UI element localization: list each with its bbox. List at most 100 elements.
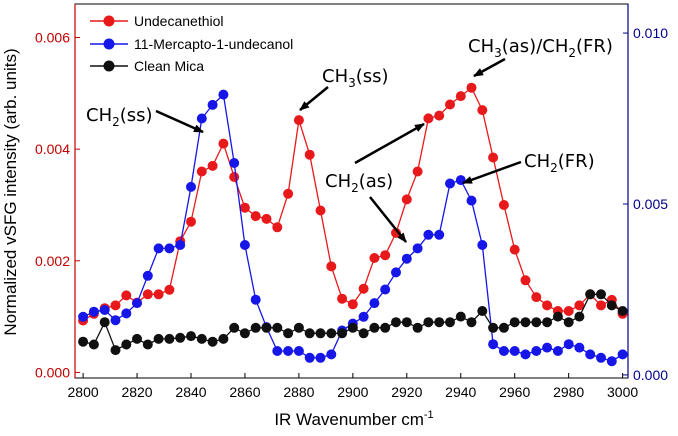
y-right-tick-label: 0.005: [633, 196, 668, 212]
data-point: [121, 339, 132, 350]
data-point: [304, 328, 315, 339]
data-point: [563, 306, 574, 316]
data-point: [99, 305, 110, 315]
data-point: [596, 289, 606, 300]
annotation-arrow: [473, 57, 506, 78]
data-point: [563, 317, 574, 328]
data-point: [596, 300, 606, 311]
legend-marker: [103, 15, 115, 27]
data-point: [110, 345, 121, 356]
data-point: [304, 149, 315, 160]
x-tick-label: 2880: [283, 384, 314, 400]
data-point: [520, 349, 531, 360]
data-point: [617, 306, 628, 316]
data-point: [509, 244, 520, 255]
data-point: [466, 195, 477, 206]
data-point: [337, 328, 348, 339]
data-point: [186, 331, 196, 342]
y-tick-label: 0.004: [35, 141, 70, 157]
data-point: [175, 332, 186, 343]
data-point: [434, 317, 445, 328]
data-point: [498, 200, 509, 210]
data-point: [315, 328, 326, 339]
data-point: [412, 322, 423, 333]
data-point: [542, 342, 553, 353]
data-point: [186, 181, 196, 192]
y-tick-label: 0.002: [35, 253, 70, 269]
series-layer: [78, 82, 628, 367]
data-point: [196, 166, 207, 177]
data-point: [142, 289, 153, 300]
data-point: [78, 311, 89, 322]
data-point: [283, 188, 294, 199]
data-point: [585, 349, 596, 360]
data-point: [423, 317, 434, 328]
data-point: [207, 336, 218, 347]
data-point: [186, 216, 196, 227]
svg-text:CH2(ss): CH2(ss): [86, 105, 153, 129]
data-point: [412, 243, 423, 254]
data-point: [531, 317, 542, 328]
series-line: [82, 86, 624, 322]
legend-entry-clean-mica: Clean Mica: [90, 58, 204, 74]
data-point: [347, 322, 358, 333]
data-point: [121, 290, 132, 301]
data-point: [498, 322, 509, 333]
data-point: [207, 99, 218, 110]
x-tick-label: 2840: [175, 384, 206, 400]
data-point: [531, 346, 542, 356]
data-point: [380, 322, 391, 333]
legend-entry-mercapto-undecanol: 11-Mercapto-1-undecanol: [90, 36, 293, 52]
data-point: [617, 349, 628, 360]
x-tick-label: 2920: [391, 384, 422, 400]
y-right-tick-label: 0.000: [633, 367, 668, 383]
data-point: [488, 339, 499, 350]
data-point: [153, 289, 164, 300]
annotation-arrow: [462, 160, 522, 185]
data-point: [218, 138, 229, 149]
data-point: [401, 194, 412, 205]
annotation-arrow: [369, 196, 407, 243]
data-point: [542, 300, 553, 311]
annotation-ch3-ss: CH3(ss): [299, 66, 389, 111]
x-tick-label: 3000: [607, 384, 638, 400]
data-point: [509, 317, 520, 328]
data-point: [153, 243, 164, 254]
data-point: [99, 317, 110, 328]
data-point: [358, 328, 369, 339]
svg-text:CH2(as): CH2(as): [325, 171, 393, 195]
legend: Undecanethiol 11-Mercapto-1-undecanol Cl…: [90, 13, 293, 74]
svg-text:CH3(as)/CH2(FR): CH3(as)/CH2(FR): [468, 36, 613, 60]
y-right-tick-label: 0.010: [633, 25, 668, 41]
data-point: [293, 346, 304, 356]
data-point: [250, 294, 261, 305]
data-point: [315, 352, 326, 363]
legend-label: Clean Mica: [134, 58, 204, 74]
legend-marker: [103, 60, 115, 72]
data-point: [574, 342, 585, 353]
data-point: [369, 253, 380, 263]
data-point: [293, 322, 304, 333]
y-tick-label: 0.006: [35, 29, 70, 45]
y-axis-title: Normalized vSFG intensity (arb. units): [1, 48, 20, 335]
data-point: [250, 322, 261, 333]
data-point: [380, 284, 391, 295]
data-point: [369, 298, 380, 309]
data-point: [261, 213, 272, 224]
data-point: [207, 160, 218, 171]
data-point: [552, 346, 563, 356]
data-point: [121, 308, 132, 319]
data-point: [153, 333, 164, 344]
data-point: [88, 339, 99, 350]
data-point: [358, 283, 369, 294]
data-point: [509, 346, 520, 356]
data-point: [412, 166, 423, 177]
data-point: [380, 250, 391, 261]
annotation-arrow: [155, 109, 204, 134]
data-point: [110, 315, 121, 326]
x-tick-label: 2980: [553, 384, 584, 400]
data-point: [239, 202, 250, 213]
data-point: [606, 356, 617, 367]
data-point: [229, 158, 240, 168]
